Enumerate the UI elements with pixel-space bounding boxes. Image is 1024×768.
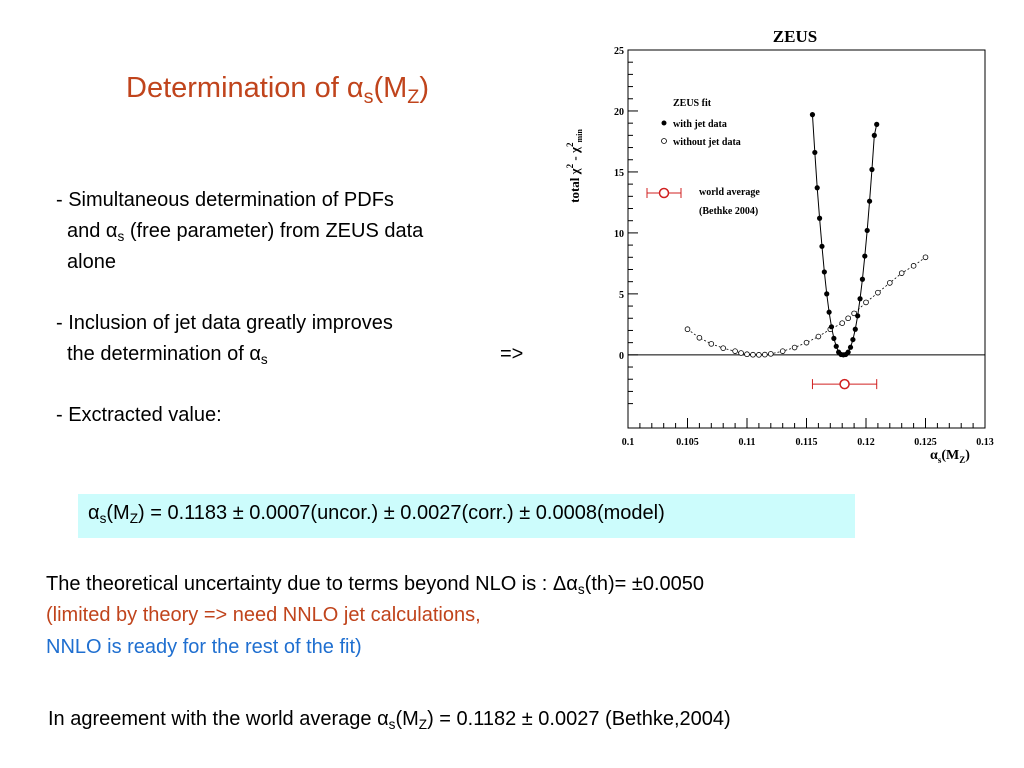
with-jet-point: [814, 185, 820, 191]
without-jet-point: [696, 334, 703, 341]
x-tick-label: 0.115: [796, 437, 818, 448]
svg-text:total χ2 - χ2min: total χ2 - χ2min: [565, 129, 584, 203]
with-jet-point: [869, 166, 875, 173]
without-jet-point: [720, 345, 727, 351]
y-axis-label: total χ2 - χ2min: [565, 129, 584, 203]
x-tick-label: 0.1: [622, 437, 635, 448]
y-tick-label: 25: [614, 46, 624, 57]
with-jet-point: [862, 253, 868, 259]
without-jet-point: [768, 351, 774, 357]
legend-world-avg-sublabel: (Bethke 2004): [699, 206, 758, 217]
with-jet-point: [852, 326, 858, 332]
with-jet-point: [831, 335, 837, 341]
with-jet-curve: [811, 114, 878, 356]
slide-title: Determination of αs(MZ): [126, 72, 429, 108]
bullet1-line2: and αs (free parameter) from ZEUS data: [67, 220, 424, 245]
legend-title: ZEUS fit: [673, 98, 712, 109]
y-tick-label: 10: [614, 229, 624, 240]
without-jet-point: [875, 289, 881, 296]
with-jet-point: [864, 227, 870, 234]
svg-text:αs(MZ): αs(MZ): [930, 448, 970, 465]
without-jet-point: [910, 263, 917, 269]
y-tick-label: 15: [614, 168, 624, 179]
chi2-chart: ZEUS total χ2 - χ2min αs(MZ) 0.1 0.105 0.1…: [565, 27, 994, 465]
x-tick-label: 0.11: [739, 437, 756, 448]
without-jet-point: [851, 310, 857, 317]
theory-line1: The theoretical uncertainty due to terms…: [46, 573, 705, 598]
without-jet-point: [922, 254, 929, 261]
without-jet-point: [863, 299, 869, 306]
bullet-jet-data: - Inclusion of jet data greatly improves…: [56, 308, 393, 370]
without-jet-point: [756, 352, 762, 358]
with-jet-point: [828, 324, 835, 330]
legend-open-marker: [661, 138, 667, 144]
without-jet-point: [791, 344, 798, 351]
with-jet-point: [866, 198, 873, 204]
legend-world-avg-label: world average: [699, 187, 760, 198]
without-jet-point: [762, 351, 768, 358]
with-jet-point: [845, 349, 851, 355]
without-jet-point: [750, 351, 756, 358]
theory-line3: NNLO is ready for the rest of the fit): [46, 636, 362, 658]
agreement-line: In agreement with the world average αs(M…: [48, 708, 731, 733]
without-jet-point: [708, 341, 715, 347]
chart-title: ZEUS: [773, 27, 817, 46]
without-jet-point: [684, 326, 691, 333]
bullet1-line1: - Simultaneous determination of PDFs: [56, 189, 394, 211]
with-jet-point: [871, 132, 877, 138]
without-jet-point: [744, 351, 750, 358]
without-jet-point: [845, 315, 851, 322]
without-jet-point: [803, 339, 810, 346]
with-jet-point: [826, 309, 832, 315]
legend-with-jet: with jet data: [673, 119, 727, 130]
bullet1-line3: alone: [67, 251, 116, 273]
with-jet-point: [824, 291, 830, 297]
without-jet-point: [839, 320, 846, 326]
legend-world-avg-marker: [658, 187, 670, 199]
without-jet-point: [815, 333, 822, 340]
x-tick-label: 0.125: [914, 437, 937, 448]
y-tick-label: 0: [619, 351, 624, 362]
with-jet-point: [855, 313, 861, 319]
x-tick-label: 0.13: [976, 437, 994, 448]
with-jet-point: [812, 149, 818, 156]
result-text: αs(MZ) = 0.1183 ± 0.0007(uncor.) ± 0.002…: [88, 502, 665, 527]
result-box: αs(MZ) = 0.1183 ± 0.0007(uncor.) ± 0.002…: [78, 494, 855, 538]
with-jet-point: [819, 243, 825, 249]
legend-filled-marker: [661, 120, 667, 126]
without-jet-point: [732, 348, 738, 354]
bullet-extracted: - Exctracted value:: [56, 404, 222, 426]
bullet2-line2: the determination of αs: [67, 343, 268, 368]
bullet-simultaneous: - Simultaneous determination of PDFs and…: [56, 185, 423, 278]
x-tick-label: 0.12: [857, 437, 875, 448]
without-jet-point: [898, 270, 905, 276]
y-tick-label: 20: [614, 107, 624, 118]
x-tick-label: 0.105: [676, 437, 699, 448]
x-axis-label: αs(MZ): [930, 448, 970, 465]
without-jet-point: [738, 350, 744, 356]
with-jet-point: [847, 344, 854, 350]
with-jet-point: [850, 336, 856, 343]
y-tick-label: 5: [619, 290, 624, 301]
with-jet-point: [833, 343, 839, 349]
with-jet-point: [857, 296, 863, 302]
with-jet-point: [809, 112, 816, 118]
theory-line2: (limited by theory => need NNLO jet calc…: [46, 604, 481, 626]
world-avg-point: [839, 378, 850, 390]
with-jet-point: [821, 269, 827, 275]
with-jet-point: [874, 121, 880, 127]
with-jet-point: [816, 215, 823, 221]
without-jet-point: [779, 348, 786, 354]
arrow-text: =>: [500, 343, 524, 365]
without-jet-point: [886, 280, 893, 286]
with-jet-point: [859, 276, 866, 282]
bullet2-line1: - Inclusion of jet data greatly improves: [56, 312, 393, 334]
legend-without-jet: without jet data: [673, 137, 741, 148]
